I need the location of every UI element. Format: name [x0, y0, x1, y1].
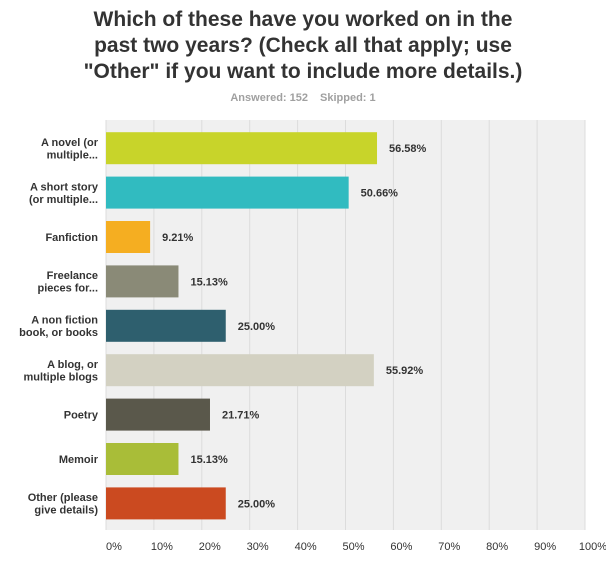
value-label: 15.13%: [190, 454, 228, 466]
bar: [106, 265, 179, 298]
category-label-line: Memoir: [59, 454, 99, 466]
category-label-line: Freelance: [47, 270, 98, 282]
category-label: Memoir: [59, 454, 99, 466]
bar: [106, 132, 378, 165]
category-label-line: Fanfiction: [45, 232, 98, 244]
x-tick-label: 30%: [247, 541, 269, 553]
x-tick-label: 100%: [579, 541, 606, 553]
answered-count: Answered: 152: [230, 92, 309, 104]
category-label-line: (or multiple...: [29, 194, 98, 206]
response-stats: Answered: 152 Skipped: 1: [0, 92, 606, 104]
category-label: Poetry: [64, 410, 99, 422]
category-label: A short story (or multiple...: [29, 181, 99, 206]
category-label-line: A novel (or: [41, 137, 99, 149]
title-line: past two years? (Check all that apply; u…: [94, 34, 512, 57]
x-tick-label: 60%: [390, 541, 412, 553]
category-label-line: A non fiction: [31, 315, 98, 327]
category-label: A blog, or multiple blogs: [23, 359, 98, 384]
category-label: Other (please give details): [28, 492, 99, 517]
category-label-line: give details): [34, 505, 98, 517]
value-label: 15.13%: [190, 276, 228, 288]
x-tick-label: 40%: [295, 541, 317, 553]
category-label-line: Other (please: [28, 492, 98, 504]
x-tick-label: 50%: [342, 541, 364, 553]
value-label: 25.00%: [238, 498, 276, 510]
value-label: 55.92%: [386, 365, 424, 377]
category-label-line: pieces for...: [37, 283, 98, 295]
category-label-line: A short story: [30, 181, 99, 193]
title-line: "Other" if you want to include more deta…: [83, 60, 523, 83]
x-tick-label: 20%: [199, 541, 221, 553]
x-tick-label: 0%: [106, 541, 122, 553]
bar: [106, 487, 226, 520]
x-tick-label: 90%: [534, 541, 556, 553]
value-label: 25.00%: [238, 321, 276, 333]
title-line: Which of these have you worked on in the: [93, 8, 513, 31]
value-label: 50.66%: [361, 188, 399, 200]
bar: [106, 221, 151, 253]
category-label: A non fiction book, or books: [19, 315, 98, 340]
value-label: 56.58%: [389, 143, 427, 155]
bar: [106, 398, 210, 431]
value-label: 21.71%: [222, 410, 260, 422]
category-label-line: Poetry: [64, 410, 99, 422]
category-label-line: multiple...: [47, 149, 98, 161]
category-label-line: A blog, or: [47, 359, 99, 371]
category-label: A novel (or multiple...: [41, 137, 99, 162]
bar: [106, 176, 349, 209]
x-tick-label: 70%: [438, 541, 460, 553]
value-label: 9.21%: [162, 232, 193, 244]
skipped-count: Skipped: 1: [320, 92, 376, 104]
category-label-line: book, or books: [19, 327, 98, 339]
category-label: Fanfiction: [45, 232, 98, 244]
category-label-line: multiple blogs: [23, 371, 98, 383]
bar: [106, 309, 226, 342]
x-tick-label: 10%: [151, 541, 173, 553]
bar: [106, 443, 179, 475]
question-title: Which of these have you worked on in the…: [0, 7, 606, 85]
x-tick-label: 80%: [486, 541, 508, 553]
category-label: Freelance pieces for...: [37, 270, 98, 295]
bar: [106, 354, 374, 387]
